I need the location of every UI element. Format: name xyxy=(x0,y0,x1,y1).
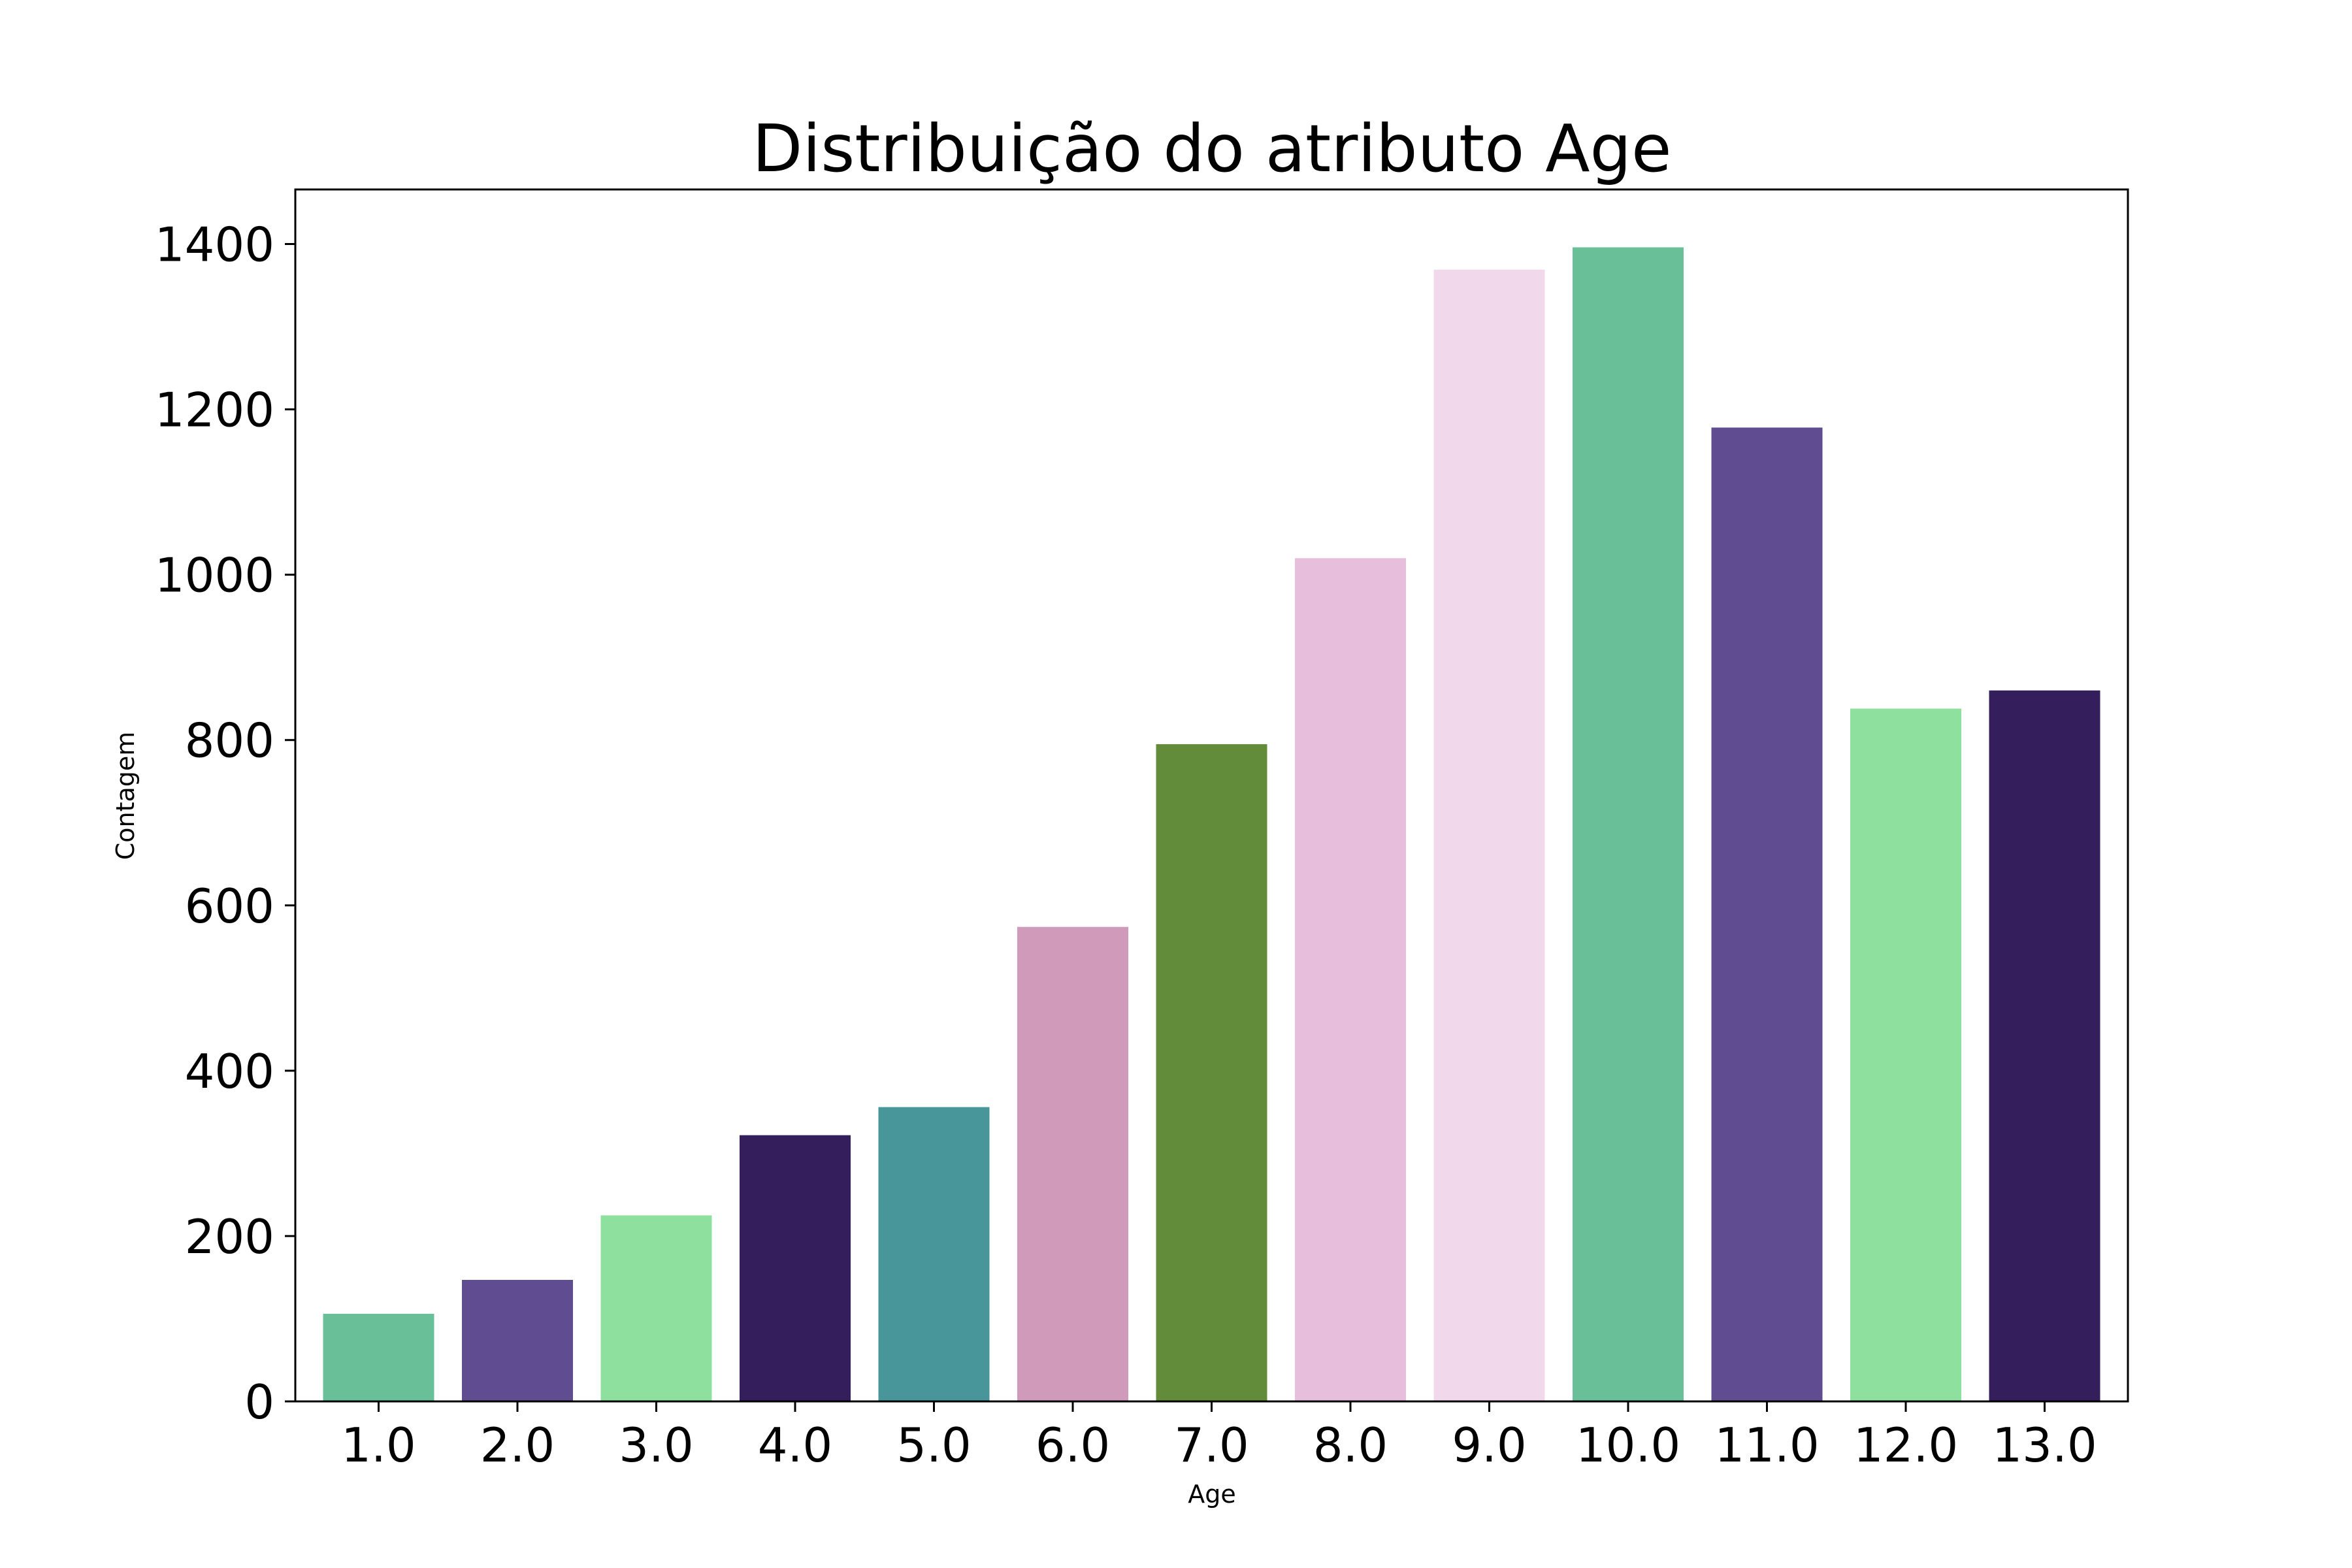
bar-13.0 xyxy=(1989,690,2100,1401)
bar-9.0 xyxy=(1433,269,1545,1401)
x-tick-label: 11.0 xyxy=(1714,1418,1819,1473)
bar-10.0 xyxy=(1573,247,1684,1401)
y-axis-label: Contagem xyxy=(111,732,140,860)
bar-12.0 xyxy=(1850,708,1961,1401)
bar-2.0 xyxy=(462,1279,573,1401)
x-tick-label: 2.0 xyxy=(480,1418,555,1473)
x-tick-label: 9.0 xyxy=(1452,1418,1527,1473)
bar-11.0 xyxy=(1711,427,1823,1401)
y-tick-label: 800 xyxy=(185,713,274,768)
y-tick-label: 1200 xyxy=(155,383,274,438)
y-tick-label: 1400 xyxy=(155,218,274,272)
x-tick-label: 10.0 xyxy=(1576,1418,1680,1473)
bar-1.0 xyxy=(323,1313,434,1401)
chart-title: Distribuição do atributo Age xyxy=(752,110,1671,187)
x-axis-ticks: 1.0 2.0 3.0 4.0 5.0 6.0 7.0 8.0 9.0 10.0 11.0 12.0 1… xyxy=(341,1401,2097,1473)
x-tick-label: 8.0 xyxy=(1313,1418,1388,1473)
y-axis-ticks: 0 200 400 600 800 1000 1200 1400 xyxy=(155,218,295,1429)
y-tick-label: 400 xyxy=(185,1044,274,1099)
x-tick-label: 7.0 xyxy=(1174,1418,1249,1473)
bar-4.0 xyxy=(740,1135,851,1401)
y-tick-label: 200 xyxy=(185,1209,274,1264)
x-tick-label: 3.0 xyxy=(619,1418,694,1473)
bars-group xyxy=(323,247,2100,1401)
y-tick-label: 1000 xyxy=(155,548,274,603)
bar-8.0 xyxy=(1295,558,1406,1401)
x-tick-label: 1.0 xyxy=(341,1418,416,1473)
bar-5.0 xyxy=(878,1107,990,1401)
x-tick-label: 12.0 xyxy=(1854,1418,1958,1473)
y-tick-label: 600 xyxy=(185,879,274,934)
x-tick-label: 5.0 xyxy=(896,1418,972,1473)
x-tick-label: 6.0 xyxy=(1036,1418,1111,1473)
plot-frame xyxy=(294,188,2129,1403)
bar-3.0 xyxy=(600,1215,712,1401)
x-tick-label: 13.0 xyxy=(1992,1418,2097,1473)
x-axis-label: Age xyxy=(1188,1480,1236,1509)
x-tick-label: 4.0 xyxy=(758,1418,833,1473)
bar-6.0 xyxy=(1017,926,1128,1401)
y-tick-label: 0 xyxy=(244,1375,274,1429)
bar-7.0 xyxy=(1156,744,1267,1401)
